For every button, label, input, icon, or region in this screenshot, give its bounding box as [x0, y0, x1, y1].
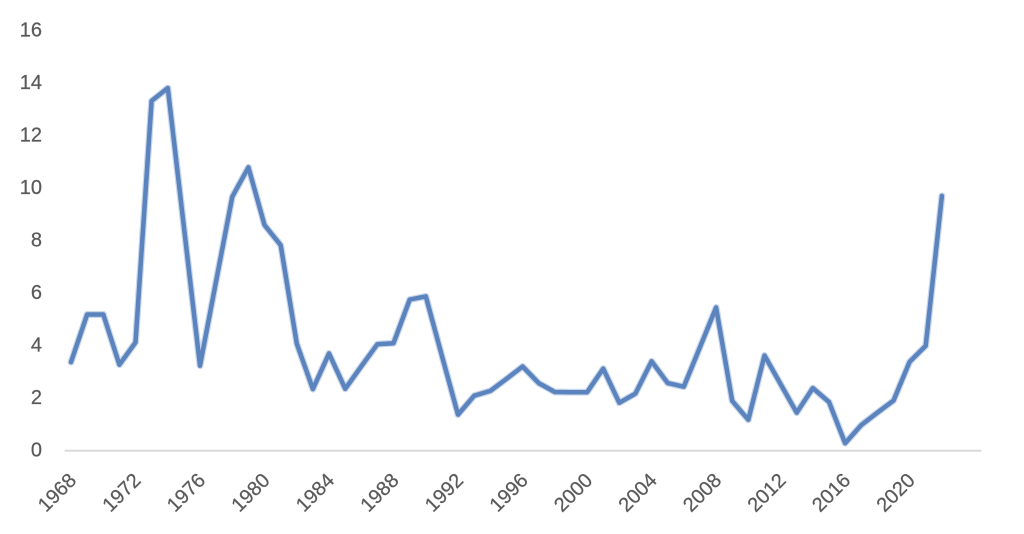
svg-text:16: 16 — [20, 20, 42, 42]
svg-text:14: 14 — [20, 72, 42, 94]
svg-text:4: 4 — [31, 335, 42, 357]
svg-text:0: 0 — [31, 440, 42, 462]
svg-text:2: 2 — [31, 387, 42, 409]
svg-text:12: 12 — [20, 125, 42, 147]
svg-text:8: 8 — [31, 230, 42, 252]
svg-text:10: 10 — [20, 177, 42, 199]
svg-text:6: 6 — [31, 282, 42, 304]
